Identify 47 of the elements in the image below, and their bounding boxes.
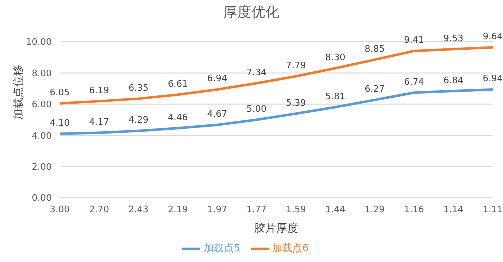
data-label: 4.46 — [168, 113, 188, 124]
data-label: 5.81 — [326, 92, 346, 102]
x-tick-label: 1.59 — [286, 205, 306, 216]
data-label: 6.35 — [128, 84, 149, 94]
x-tick-label: 1.14 — [444, 205, 464, 216]
x-tick-label: 1.44 — [326, 205, 346, 216]
data-label: 6.61 — [168, 80, 188, 90]
y-tick-label: 2.00 — [32, 162, 52, 173]
data-label: 8.85 — [364, 44, 385, 55]
data-label: 5.00 — [246, 105, 268, 115]
data-label: 9.64 — [482, 32, 503, 43]
data-label: 9.41 — [404, 36, 424, 46]
data-label: 4.10 — [50, 119, 70, 130]
data-label: 6.19 — [89, 86, 110, 96]
y-tick-label: 0.00 — [32, 194, 52, 204]
data-label: 8.30 — [326, 54, 346, 64]
x-tick-label: 2.19 — [168, 205, 188, 216]
data-label: 4.17 — [89, 118, 110, 128]
x-tick-label: 1.16 — [404, 205, 425, 216]
x-tick-label: 2.70 — [89, 205, 110, 216]
data-label: 6.27 — [364, 85, 385, 96]
x-tick-label: 2.43 — [128, 205, 149, 216]
y-tick-label: 10.00 — [26, 38, 52, 48]
legend-label: 加载点5 — [204, 244, 240, 255]
chart-title: 厚度优化 — [222, 4, 280, 22]
y-tick-label: 4.00 — [32, 132, 52, 142]
data-label: 6.84 — [444, 76, 464, 86]
y-tick-label: 8.00 — [32, 69, 52, 80]
data-label: 6.94 — [207, 74, 228, 85]
legend-label: 加载点6 — [272, 244, 309, 255]
y-tick-label: 6.00 — [32, 100, 52, 111]
data-label: 4.29 — [128, 116, 150, 126]
data-label: 7.34 — [246, 68, 268, 78]
x-tick-label: 1.97 — [207, 205, 228, 216]
data-label: 6.05 — [50, 88, 70, 99]
data-label: 6.74 — [404, 78, 425, 88]
data-label: 5.39 — [286, 98, 306, 109]
x-axis-title: 胶片厚度 — [254, 222, 298, 235]
data-label: 6.94 — [482, 74, 503, 85]
x-tick-label: 3.00 — [50, 205, 70, 216]
data-label: 7.79 — [286, 61, 306, 72]
x-tick-label: 1.11 — [482, 205, 503, 216]
y-axis-title: 加载点位移 — [12, 65, 25, 120]
x-tick-label: 1.77 — [246, 205, 267, 216]
data-label: 4.67 — [207, 110, 228, 120]
x-tick-label: 1.29 — [364, 205, 386, 216]
data-label: 9.53 — [444, 34, 464, 44]
